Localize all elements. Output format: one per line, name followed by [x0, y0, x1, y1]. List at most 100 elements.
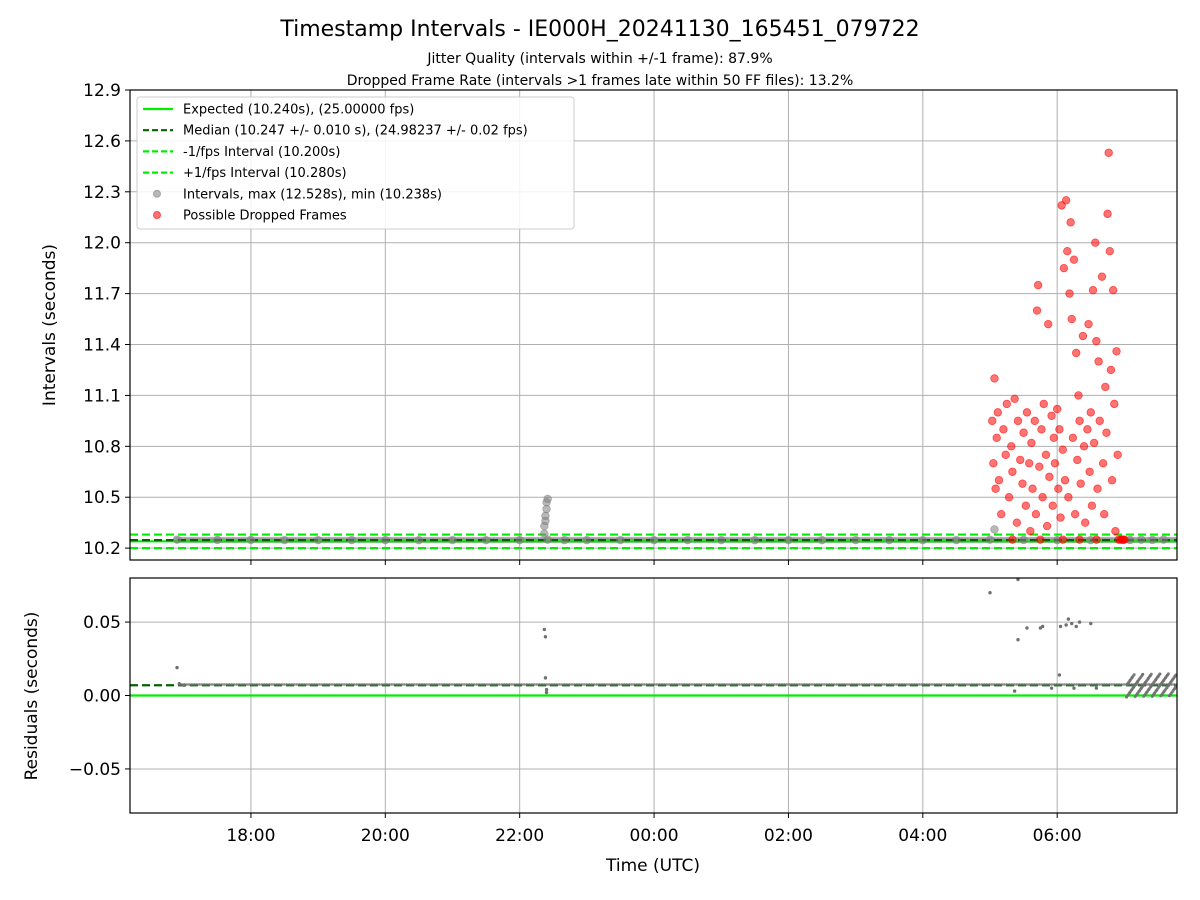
dropped-frame-point	[1101, 382, 1110, 392]
residual-point	[410, 683, 414, 686]
residual-point	[527, 683, 531, 686]
interval-point	[918, 535, 928, 545]
residuals-y-tick-label: −0.05	[69, 760, 121, 780]
residual-point	[545, 683, 549, 686]
dropped-frame-point	[1075, 416, 1084, 426]
residual-point	[580, 683, 584, 686]
residual-point	[945, 683, 949, 686]
residual-point	[787, 683, 791, 686]
residual-point	[352, 683, 356, 686]
dropped-frame-point	[1070, 509, 1080, 519]
dropped-frame-point	[1079, 442, 1089, 451]
residual-point	[1012, 683, 1016, 686]
residual-point	[175, 665, 179, 670]
residual-point	[570, 683, 574, 686]
residual-point	[862, 683, 866, 686]
dropped-frame-point	[1072, 348, 1081, 358]
residual-point	[855, 683, 859, 686]
residual-point	[727, 683, 731, 686]
dropped-frame-point	[1068, 433, 1078, 443]
residual-point	[1030, 683, 1034, 686]
interval-point	[172, 535, 182, 544]
residual-point	[717, 683, 721, 686]
interval-point	[414, 535, 424, 545]
residual-point	[192, 683, 196, 686]
residual-point	[950, 683, 954, 686]
dropped-frame-point	[1065, 289, 1074, 298]
residual-point	[1070, 621, 1074, 626]
legend-box	[136, 96, 575, 230]
residual-point	[607, 683, 611, 686]
dropped-frame-point	[1112, 347, 1121, 356]
residual-point	[812, 683, 816, 686]
residual-point	[835, 683, 839, 686]
residual-point	[820, 683, 824, 686]
dropped-frame-point	[1106, 365, 1116, 375]
residual-point	[495, 683, 499, 686]
residual-point	[335, 683, 339, 686]
residual-point	[630, 683, 634, 686]
intervals-y-tick-label: 12.0	[83, 234, 121, 254]
dropped-frame-point	[996, 509, 1006, 519]
residual-point	[387, 683, 391, 686]
residual-point	[737, 683, 741, 686]
legend-swatch-dot	[153, 211, 161, 219]
interval-point	[851, 535, 860, 545]
residual-point	[390, 683, 394, 686]
residual-point	[1143, 681, 1147, 685]
interval-point	[817, 535, 827, 545]
residual-point	[1062, 683, 1066, 686]
residual-point	[1162, 683, 1166, 686]
residual-point	[1110, 683, 1114, 686]
residual-point	[543, 635, 548, 639]
residual-point	[572, 683, 576, 686]
dropped-frame-point	[1016, 455, 1025, 465]
residual-point	[1057, 683, 1061, 686]
dropped-frame-point	[1039, 399, 1048, 409]
residual-point	[460, 683, 464, 686]
dropped-frame-point	[1067, 314, 1076, 324]
residual-point	[485, 683, 489, 686]
residual-point	[830, 683, 834, 686]
residual-point	[550, 683, 554, 686]
residual-point	[1040, 624, 1045, 629]
residual-point	[1064, 623, 1068, 627]
residual-point	[477, 683, 481, 686]
residual-point	[822, 683, 826, 686]
residual-point	[890, 683, 894, 686]
residual-point	[544, 687, 549, 692]
residual-point	[817, 683, 821, 686]
residual-point	[865, 683, 869, 686]
dropped-frame-point	[1073, 455, 1082, 465]
interval-point	[717, 535, 726, 545]
residual-point	[905, 683, 909, 686]
residual-point	[295, 683, 299, 686]
residual-point	[543, 676, 548, 680]
residual-point	[182, 683, 186, 687]
residual-point	[1154, 678, 1158, 682]
residual-point	[927, 683, 931, 686]
residual-point	[785, 683, 789, 686]
residual-point	[1159, 682, 1163, 686]
residual-point	[377, 683, 381, 686]
dropped-frame-point	[1078, 331, 1088, 341]
x-tick-label: 04:00	[898, 826, 947, 846]
residual-point	[942, 683, 946, 686]
residual-point	[457, 683, 461, 686]
residual-point	[875, 683, 879, 686]
residual-point	[1167, 694, 1171, 698]
residual-point	[455, 683, 459, 686]
residual-point	[982, 683, 986, 686]
interval-point	[1159, 535, 1168, 544]
residual-point	[975, 683, 979, 686]
residual-point	[177, 682, 181, 686]
jitter-quality-subtitle: Jitter Quality (intervals within +/-1 fr…	[426, 51, 772, 67]
residual-point	[965, 683, 969, 686]
residual-point	[920, 683, 924, 686]
residual-point	[1047, 683, 1051, 686]
residual-point	[672, 683, 676, 686]
residual-point	[592, 683, 596, 686]
residual-point	[1045, 683, 1049, 686]
residual-point	[922, 683, 926, 686]
residual-point	[1080, 683, 1084, 686]
